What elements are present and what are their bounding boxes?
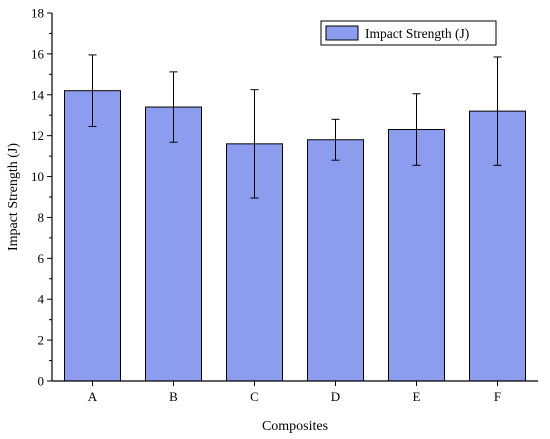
error-bars-group: [88, 54, 502, 199]
x-tick-label-F: F: [494, 389, 501, 404]
y-tick-label-8: 8: [38, 210, 45, 225]
bar-A: [64, 90, 121, 382]
y-tick-label-12: 12: [31, 128, 44, 143]
legend-label: Impact Strength (J): [365, 26, 469, 41]
bar-B: [145, 106, 202, 382]
y-tick-label-0: 0: [38, 374, 45, 389]
y-axis-title: Impact Strength (J): [6, 143, 21, 251]
y-tick-label-6: 6: [38, 251, 45, 266]
x-tick-label-B: B: [169, 389, 178, 404]
x-tick-label-D: D: [331, 389, 340, 404]
y-tick-label-2: 2: [38, 333, 45, 348]
x-axis-title: Composites: [262, 419, 328, 434]
x-tick-label-E: E: [413, 389, 421, 404]
y-tick-label-10: 10: [31, 169, 44, 184]
x-tick-label-A: A: [88, 389, 98, 404]
bar-E: [388, 129, 445, 382]
legend-swatch: [325, 25, 359, 41]
bars-group: [64, 90, 526, 382]
bar-D: [307, 139, 364, 382]
y-tick-label-4: 4: [38, 292, 45, 307]
x-tick-label-C: C: [250, 389, 259, 404]
legend: Impact Strength (J): [320, 20, 497, 46]
y-tick-label-14: 14: [31, 87, 45, 102]
axes-group: A B C D E F 0 2 4 6 8 10 12 14 16 18: [31, 6, 538, 404]
y-tick-label-16: 16: [31, 46, 45, 61]
y-tick-label-18: 18: [31, 6, 44, 21]
